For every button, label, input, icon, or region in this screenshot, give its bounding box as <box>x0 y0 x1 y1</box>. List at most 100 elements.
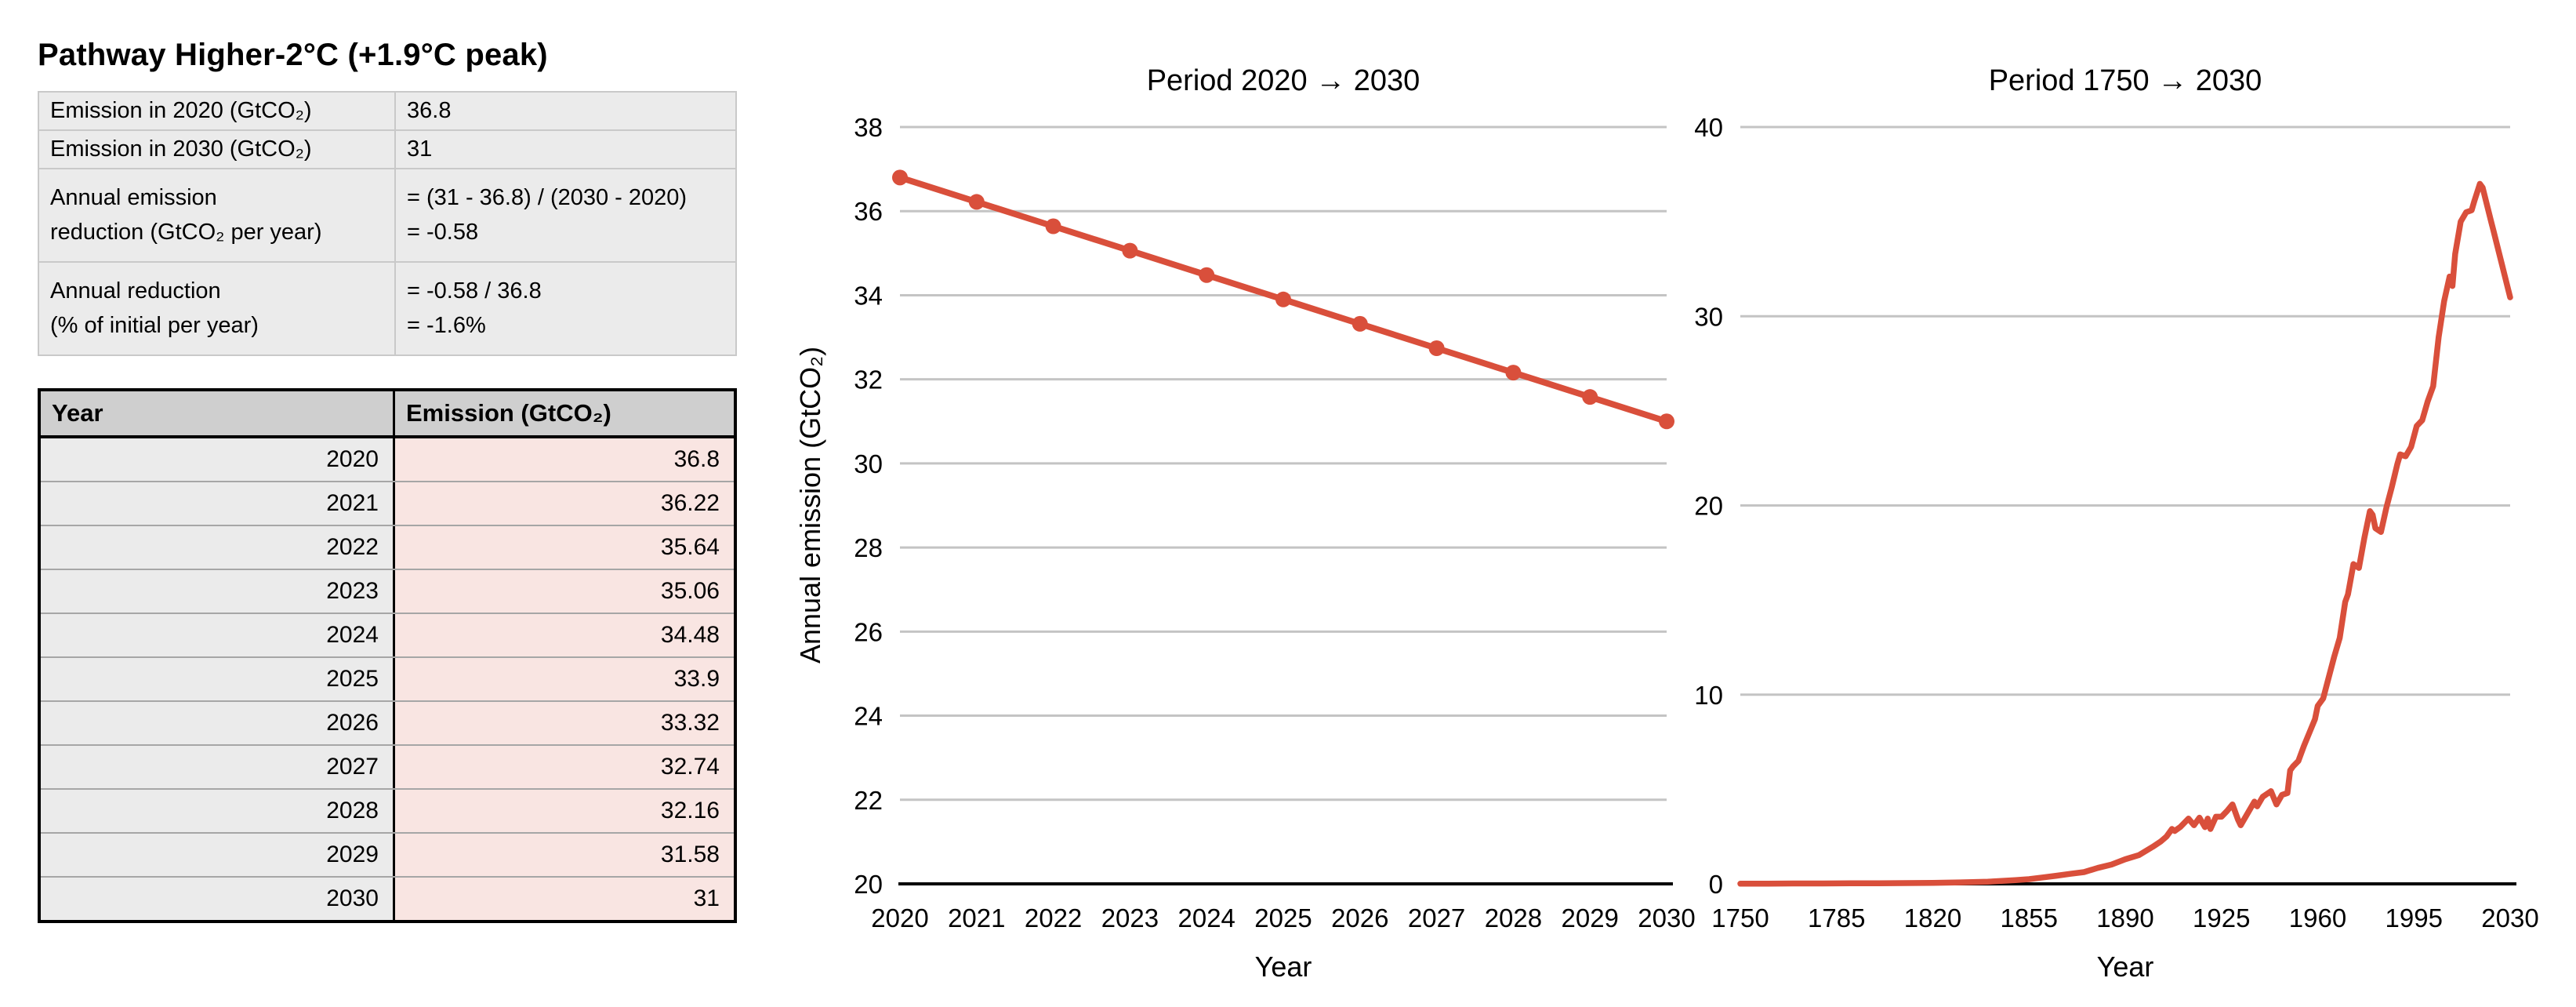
table-row: 2026 33.32 <box>41 700 734 744</box>
x-tick-label: 1960 <box>2289 903 2346 932</box>
year-cell: 2020 <box>41 438 395 481</box>
y-tick-label: 32 <box>854 365 883 394</box>
info-value: = -0.58 / 36.8 = -1.6% <box>407 278 542 338</box>
y-tick-label: 20 <box>1694 492 1723 521</box>
emission-cell: 31 <box>395 878 734 920</box>
info-row: Annual emission reduction (GtCO₂ per yea… <box>39 168 735 261</box>
year-cell: 2028 <box>41 790 395 832</box>
y-tick-label: 24 <box>854 702 883 731</box>
x-tick-label: 2021 <box>948 903 1005 932</box>
year-cell: 2023 <box>41 570 395 613</box>
y-tick-label: 0 <box>1709 870 1723 899</box>
info-label: Emission in 2030 (GtCO₂) <box>39 131 396 168</box>
data-point-marker <box>1582 389 1598 405</box>
data-point-marker <box>1505 365 1522 381</box>
table-row: 2021 36.22 <box>41 481 734 525</box>
data-line <box>1737 180 2513 887</box>
emission-cell: 32.16 <box>395 790 734 832</box>
x-tick-label: 2022 <box>1025 903 1082 932</box>
data-point-marker <box>1428 340 1445 356</box>
table-body: 2020 36.8 2021 36.22 2022 35.64 2023 35.06 2024 3… <box>41 438 734 920</box>
y-tick-label: 38 <box>854 113 883 142</box>
info-label: Annual reduction (% of initial per year) <box>39 263 396 354</box>
info-row: Emission in 2020 (GtCO₂) 36.8 <box>39 93 735 129</box>
y-tick-label: 22 <box>854 786 883 815</box>
emission-cell: 36.22 <box>395 482 734 525</box>
table-row: 2030 31 <box>41 876 734 920</box>
year-cell: 2030 <box>41 878 395 920</box>
x-tick-label: 2029 <box>1561 903 1618 932</box>
x-axis-label: Year <box>1255 951 1312 983</box>
year-cell: 2026 <box>41 702 395 744</box>
year-cell: 2021 <box>41 482 395 525</box>
page-title: Pathway Higher-2°C (+1.9°C peak) <box>38 38 548 72</box>
x-tick-label: 1750 <box>1711 903 1769 932</box>
data-point-marker <box>1045 218 1061 234</box>
year-cell: 2024 <box>41 614 395 656</box>
emission-cell: 36.8 <box>395 438 734 481</box>
data-point-marker <box>1275 291 1291 307</box>
year-cell: 2027 <box>41 746 395 788</box>
data-point-marker <box>1351 315 1368 332</box>
table-row: 2029 31.58 <box>41 832 734 876</box>
table-row: 2024 34.48 <box>41 613 734 656</box>
data-point-marker <box>1199 267 1215 283</box>
y-tick-label: 26 <box>854 617 883 646</box>
x-tick-label: 1925 <box>2193 903 2250 932</box>
table-header-row: Year Emission (GtCO₂) <box>41 391 734 438</box>
x-tick-label: 1820 <box>1904 903 1961 932</box>
x-tick-label: 2030 <box>2481 903 2538 932</box>
emission-cell: 34.48 <box>395 614 734 656</box>
x-axis-label: Year <box>2097 951 2154 983</box>
table-row: 2020 36.8 <box>41 438 734 481</box>
x-tick-label: 2027 <box>1408 903 1465 932</box>
chart-title: Period 2020 → 2030 <box>1147 64 1420 97</box>
x-tick-label: 1995 <box>2386 903 2443 932</box>
year-cell: 2022 <box>41 526 395 569</box>
data-point-marker <box>1122 242 1138 259</box>
emission-column-header: Emission (GtCO₂) <box>395 391 734 435</box>
y-tick-label: 30 <box>1694 302 1723 331</box>
x-tick-label: 1785 <box>1808 903 1865 932</box>
y-tick-label: 20 <box>854 870 883 899</box>
x-tick-label: 1890 <box>2096 903 2153 932</box>
info-value: = (31 - 36.8) / (2030 - 2020) = -0.58 <box>407 185 688 245</box>
table-row: 2025 33.9 <box>41 656 734 700</box>
emission-cell: 35.64 <box>395 526 734 569</box>
x-tick-label: 2026 <box>1331 903 1388 932</box>
y-tick-label: 30 <box>854 449 883 478</box>
emission-cell: 33.32 <box>395 702 734 744</box>
x-tick-label: 2023 <box>1101 903 1159 932</box>
year-column-header: Year <box>41 391 395 435</box>
emission-cell: 35.06 <box>395 570 734 613</box>
data-point-marker <box>968 194 985 210</box>
pathway-info-table: Emission in 2020 (GtCO₂) 36.8 Emission in … <box>38 91 737 356</box>
y-tick-label: 34 <box>854 281 883 310</box>
table-row: 2028 32.16 <box>41 788 734 832</box>
year-cell: 2025 <box>41 658 395 700</box>
data-point-marker <box>1659 413 1674 430</box>
table-row: 2023 35.06 <box>41 569 734 613</box>
x-tick-label: 1855 <box>2001 903 2058 932</box>
emission-year-table: Year Emission (GtCO₂) 2020 36.8 2021 36.22 2… <box>38 388 737 923</box>
y-tick-label: 28 <box>854 533 883 562</box>
data-point-marker <box>892 169 908 186</box>
x-tick-label: 2020 <box>871 903 928 932</box>
emission-cell: 33.9 <box>395 658 734 700</box>
chart-title: Period 1750 → 2030 <box>1989 64 2262 97</box>
emission-cell: 31.58 <box>395 834 734 876</box>
y-tick-label: 10 <box>1694 681 1723 710</box>
info-row: Emission in 2030 (GtCO₂) 31 <box>39 129 735 168</box>
info-value: 36.8 <box>407 97 452 123</box>
x-tick-label: 2025 <box>1254 903 1312 932</box>
info-row: Annual reduction (% of initial per year)… <box>39 261 735 354</box>
year-cell: 2029 <box>41 834 395 876</box>
info-value: 31 <box>407 136 433 162</box>
emission-cell: 32.74 <box>395 746 734 788</box>
y-tick-label: 36 <box>854 197 883 226</box>
info-label: Annual emission reduction (GtCO₂ per yea… <box>39 169 396 261</box>
